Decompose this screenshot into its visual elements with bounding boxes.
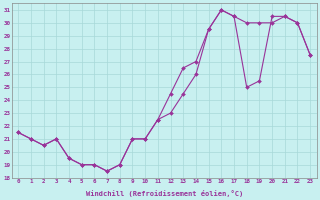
- X-axis label: Windchill (Refroidissement éolien,°C): Windchill (Refroidissement éolien,°C): [85, 190, 243, 197]
